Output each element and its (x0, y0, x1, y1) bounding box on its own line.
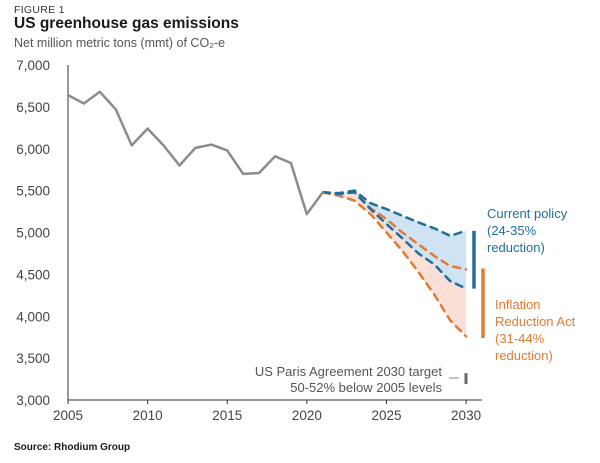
current-policy-label: reduction) (487, 240, 545, 255)
y-tick-label: 4,500 (16, 267, 50, 282)
ira-label: Inflation (495, 297, 541, 312)
chart-subtitle: Net million metric tons (mmt) of CO₂-e (14, 36, 226, 50)
source-note: Source: Rhodium Group (14, 442, 131, 453)
current-policy-lower-line (321, 191, 468, 290)
y-tick-label: 4,000 (16, 309, 50, 324)
paris-target-label: US Paris Agreement 2030 target (255, 364, 443, 379)
ira-lower-line (321, 191, 468, 338)
current-policy-band (322, 190, 467, 289)
x-tick-label: 2015 (212, 408, 242, 423)
x-tick-label: 2030 (451, 408, 481, 423)
x-tick-label: 2020 (292, 408, 322, 423)
y-tick-label: 3,000 (16, 393, 50, 408)
current-policy-upper-line (321, 189, 468, 238)
ira-upper-line (321, 191, 468, 271)
current-policy-label: Current policy (487, 206, 568, 221)
ira-label: (31-44% (495, 331, 545, 346)
y-tick-label: 6,500 (16, 100, 50, 115)
chart-title: US greenhouse gas emissions (14, 15, 239, 32)
ira-label: reduction) (495, 348, 553, 363)
y-tick-label: 6,000 (16, 142, 50, 157)
ira-label: Reduction Act (495, 314, 576, 329)
paris-target-sublabel: 50-52% below 2005 levels (290, 380, 442, 395)
current-policy-label: (24-35% (487, 223, 537, 238)
y-tick-label: 5,000 (16, 226, 50, 241)
emissions-chart: 3,000 3,500 4,000 4,500 5,000 5,500 6,000 6,500… (16, 58, 576, 423)
x-tick-label: 2005 (53, 408, 83, 423)
figure-label: FIGURE 1 (14, 4, 65, 16)
y-tick-label: 7,000 (16, 58, 50, 73)
historical-line (66, 90, 325, 216)
y-tick-label: 5,500 (16, 184, 50, 199)
y-tick-label: 3,500 (16, 351, 50, 366)
x-tick-label: 2025 (371, 408, 401, 423)
x-tick-label: 2010 (133, 408, 163, 423)
